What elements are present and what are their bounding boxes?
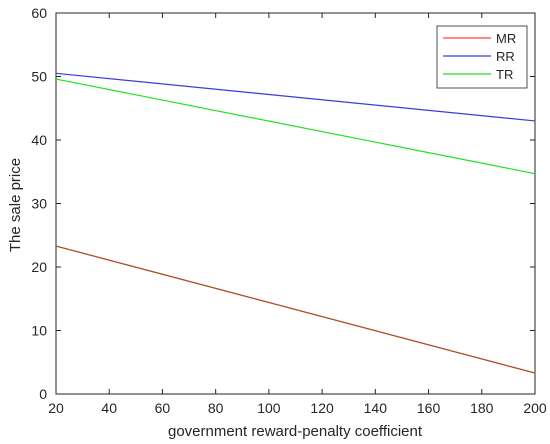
y-tick-label: 10 [31, 323, 47, 339]
x-tick-label: 120 [310, 400, 334, 416]
y-tick-label: 60 [31, 5, 47, 21]
y-tick-label: 40 [31, 132, 47, 148]
legend-label-rr: RR [496, 49, 515, 64]
x-axis-title: government reward-penalty coefficient [168, 423, 423, 440]
legend-label-mr: MR [496, 31, 516, 46]
x-tick-label: 40 [101, 400, 117, 416]
x-tick-label: 20 [48, 400, 64, 416]
x-tick-label: 60 [155, 400, 171, 416]
series-line-tr [55, 78, 536, 175]
legend-box [436, 25, 528, 89]
y-axis-title: The sale price [7, 158, 24, 252]
y-tick-label: 0 [39, 386, 47, 402]
x-tick-label: 140 [364, 400, 388, 416]
x-tick-label: 160 [417, 400, 441, 416]
y-tick-label: 30 [31, 196, 47, 212]
x-tick-label: 100 [257, 400, 281, 416]
series-line-rr [55, 72, 536, 122]
x-tick-label: 180 [470, 400, 494, 416]
y-tick-label: 20 [31, 259, 47, 275]
x-tick-label: 80 [208, 400, 224, 416]
y-tick-label: 50 [31, 69, 47, 85]
x-tick-label: 200 [523, 400, 547, 416]
overlay-series-line [55, 245, 536, 374]
legend-label-tr: TR [496, 67, 513, 82]
